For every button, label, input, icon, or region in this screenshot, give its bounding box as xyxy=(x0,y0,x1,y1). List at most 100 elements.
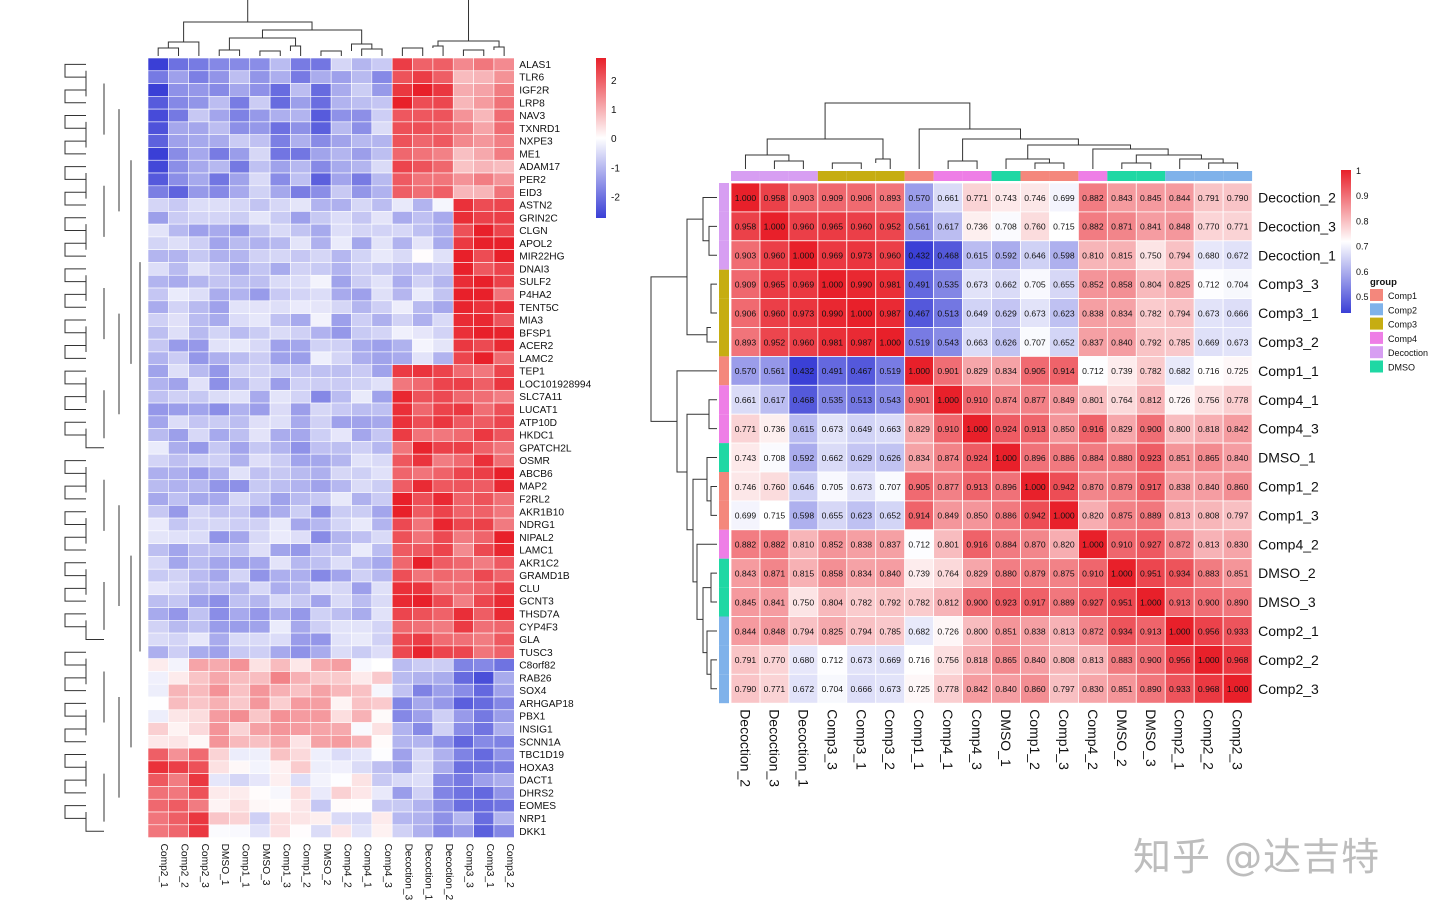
legend-tick-label: 0 xyxy=(611,134,617,145)
corr-value: 0.468 xyxy=(793,395,815,405)
heatmap-cell xyxy=(391,760,413,774)
heatmap-cell xyxy=(310,811,332,826)
dendrogram-branch xyxy=(696,543,717,620)
gene-label: GCNT3 xyxy=(519,597,554,608)
corr-cell xyxy=(1049,558,1079,589)
heatmap-cell xyxy=(208,147,230,161)
heatmap-cell xyxy=(269,121,291,135)
corr-value: 0.649 xyxy=(966,308,988,318)
dendrogram-branch xyxy=(64,536,86,551)
heatmap-cell xyxy=(493,773,515,787)
corr-cell xyxy=(904,182,935,213)
corr-value: 0.818 xyxy=(966,655,988,665)
corr-value: 0.851 xyxy=(1227,568,1249,578)
heatmap-cell xyxy=(391,594,413,608)
heatmap-cell xyxy=(147,696,169,711)
corr-value: 0.845 xyxy=(735,597,757,607)
heatmap-cell xyxy=(330,735,352,749)
corr-value: 0.716 xyxy=(1198,366,1220,376)
corr-value: 0.669 xyxy=(879,655,901,665)
heatmap-cell xyxy=(269,620,291,634)
heatmap-cell xyxy=(290,377,312,391)
gene-label: P4HA2 xyxy=(519,290,552,301)
heatmap-cell xyxy=(412,377,434,391)
dendrogram-branch xyxy=(85,620,104,640)
corr-value: 0.882 xyxy=(735,540,757,550)
dendrogram-branch xyxy=(650,276,687,422)
corr-value: 0.960 xyxy=(879,251,901,261)
heatmap-cell xyxy=(290,108,312,123)
heatmap-cell xyxy=(249,57,271,72)
heatmap-cell xyxy=(249,364,271,378)
heatmap-cell xyxy=(391,479,413,493)
corr-value: 0.860 xyxy=(1227,482,1249,492)
corr-value: 0.865 xyxy=(995,655,1017,665)
heatmap-cell xyxy=(473,274,495,289)
corr-cell xyxy=(991,645,1021,675)
heatmap-cell xyxy=(371,479,393,493)
corr-value: 0.663 xyxy=(966,337,988,347)
heatmap-cell xyxy=(351,671,373,685)
heatmap-cell xyxy=(310,786,332,800)
heatmap-cell xyxy=(168,389,190,404)
corr-value: 0.880 xyxy=(995,568,1017,578)
gene-label: ABCB6 xyxy=(519,469,553,480)
heatmap-cell xyxy=(330,223,352,238)
heatmap-cell xyxy=(351,377,373,391)
corr-cell xyxy=(1193,240,1224,271)
corr-cell xyxy=(875,182,906,213)
heatmap-cell xyxy=(452,504,474,519)
heatmap-cell xyxy=(371,760,393,774)
group-legend-label: Comp4 xyxy=(1388,334,1417,344)
heatmap-cell xyxy=(168,96,190,110)
corr-value: 0.923 xyxy=(1140,453,1162,463)
heatmap-cell xyxy=(208,747,230,762)
corr-value: 0.834 xyxy=(1111,308,1133,318)
heatmap-cell xyxy=(473,338,495,353)
corr-value: 0.771 xyxy=(764,684,786,694)
corr-value: 0.652 xyxy=(1053,337,1075,347)
heatmap-cell xyxy=(432,798,454,813)
heatmap-cell xyxy=(371,798,393,813)
heatmap-cell xyxy=(188,274,210,289)
corr-value: 0.890 xyxy=(1227,597,1249,607)
heatmap-cell xyxy=(168,504,190,519)
heatmap-cell xyxy=(188,492,210,506)
heatmap-cell xyxy=(391,428,413,442)
heatmap-cell xyxy=(473,108,495,123)
heatmap-cell xyxy=(290,415,312,429)
heatmap-cell xyxy=(269,262,291,276)
corr-value: 0.615 xyxy=(793,424,815,434)
heatmap-cell xyxy=(208,236,230,250)
heatmap-cell xyxy=(229,479,251,493)
corr-value: 0.973 xyxy=(793,308,815,318)
corr-value: 0.682 xyxy=(1169,366,1191,376)
heatmap-cell xyxy=(371,121,393,135)
heatmap-cell xyxy=(249,313,271,327)
gene-label: ADAM17 xyxy=(519,162,560,173)
corr-value: 0.770 xyxy=(1198,222,1220,232)
heatmap-cell xyxy=(452,568,474,583)
heatmap-cell xyxy=(208,632,230,647)
heatmap-cell xyxy=(147,389,169,404)
heatmap-cell xyxy=(432,747,454,762)
heatmap-cell xyxy=(452,517,474,532)
heatmap-cell xyxy=(168,773,190,787)
dendrogram-branch xyxy=(706,630,717,675)
heatmap-cell xyxy=(330,159,352,174)
heatmap-cell xyxy=(412,492,434,506)
corr-value: 0.743 xyxy=(735,453,757,463)
heatmap-cell xyxy=(290,351,312,366)
corr-cell xyxy=(846,269,877,300)
heatmap-cell xyxy=(310,96,332,110)
corr-cell xyxy=(1020,645,1050,675)
heatmap-cell xyxy=(168,364,190,378)
heatmap-cell xyxy=(432,338,454,353)
heatmap-cell xyxy=(473,479,495,493)
heatmap-cell xyxy=(412,747,434,762)
heatmap-cell xyxy=(188,620,210,634)
heatmap-cell xyxy=(330,172,352,187)
corr-cell xyxy=(962,471,992,502)
heatmap-cell xyxy=(269,198,291,212)
corr-value: 0.491 xyxy=(908,279,930,289)
